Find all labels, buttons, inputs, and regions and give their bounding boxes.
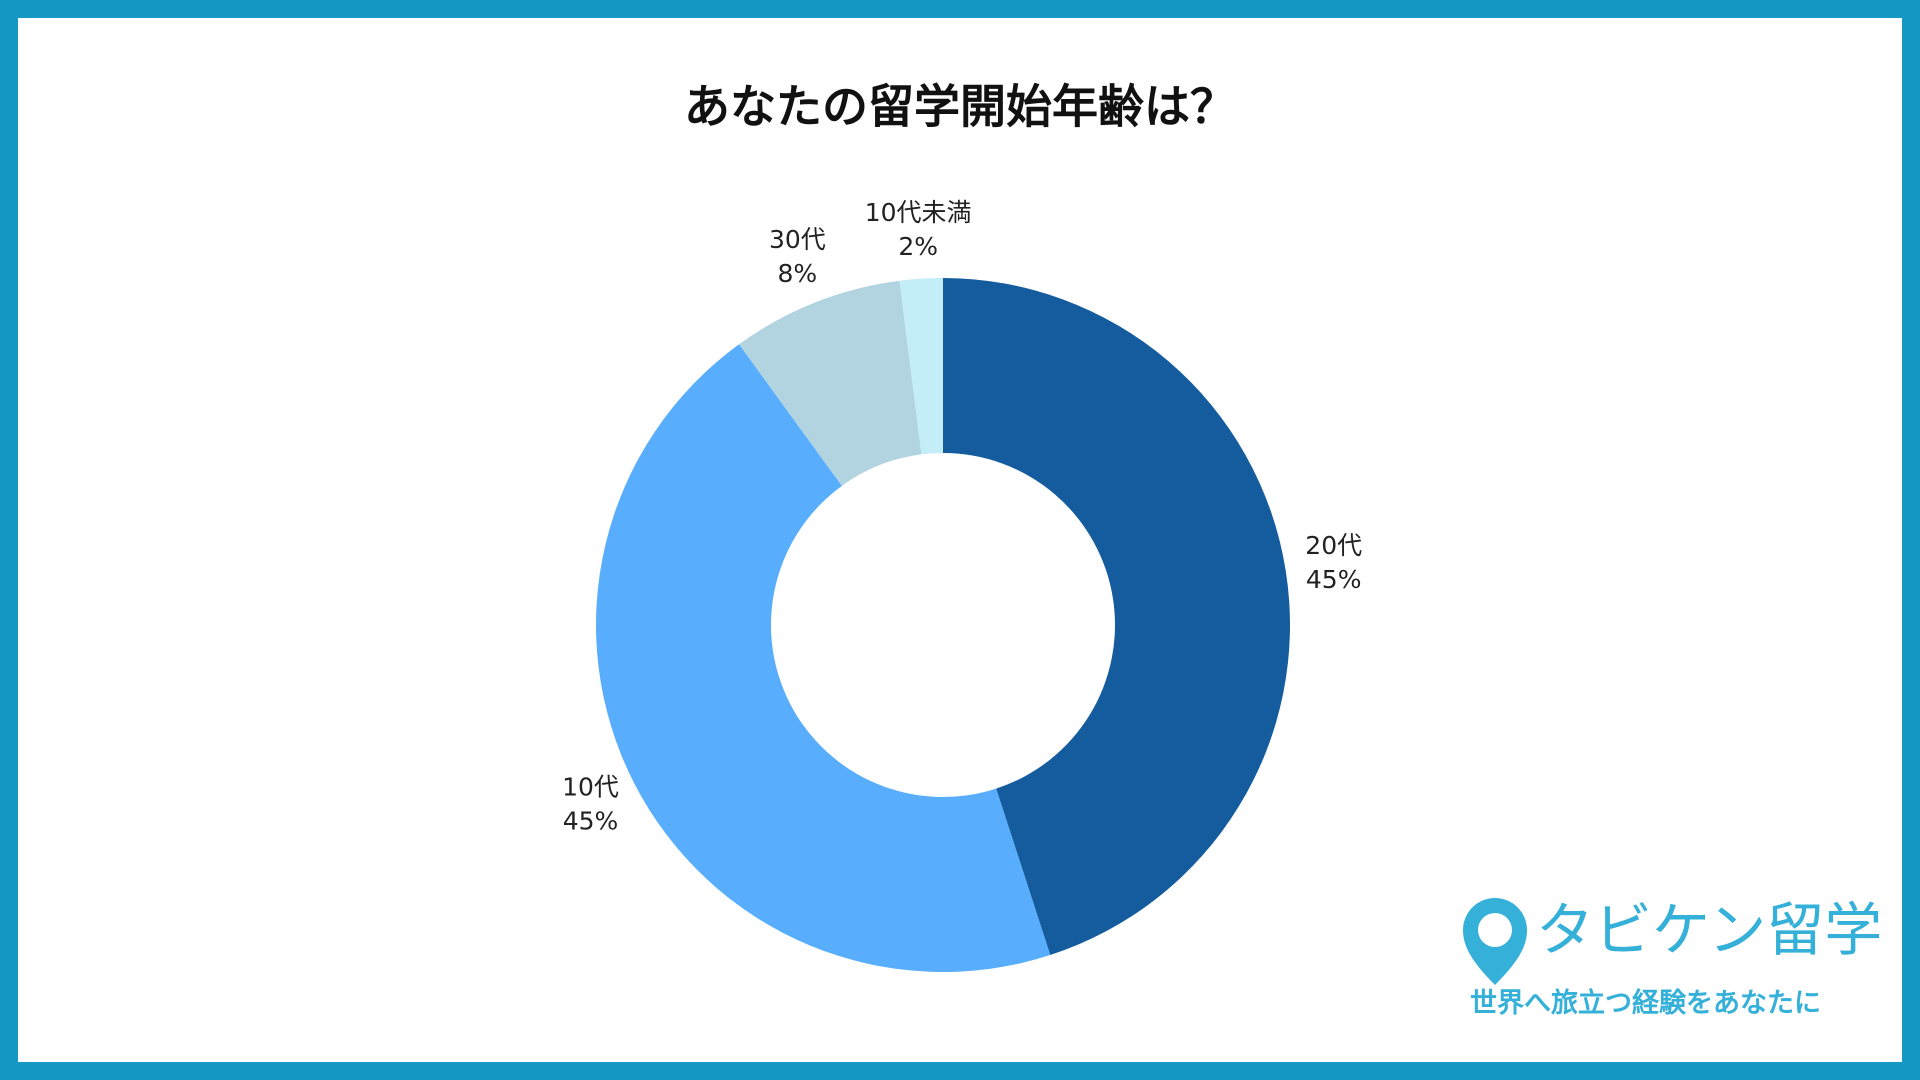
donut-segment <box>739 280 922 486</box>
segment-value: 2% <box>898 232 938 261</box>
logo-tagline: 世界へ旅立つ経験をあなたに <box>1470 987 1821 1019</box>
donut-segment <box>943 278 1290 956</box>
segment-label: 10代 <box>562 773 619 802</box>
donut-segment <box>899 278 943 455</box>
segment-label: 30代 <box>769 225 826 254</box>
segment-value: 8% <box>778 259 818 288</box>
donut-segment <box>596 344 1051 972</box>
segment-value: 45% <box>563 807 619 836</box>
segment-label: 10代未満 <box>865 198 972 227</box>
segment-label: 20代 <box>1305 531 1362 560</box>
logo: タビケン留学 世界へ旅立つ経験をあなたに <box>1463 896 1882 1019</box>
logo-name: タビケン留学 <box>1536 896 1882 964</box>
segment-value: 45% <box>1306 565 1362 594</box>
chart-title: あなたの留学開始年齢は？ <box>684 80 1236 134</box>
logo-pin-hole <box>1478 913 1512 947</box>
